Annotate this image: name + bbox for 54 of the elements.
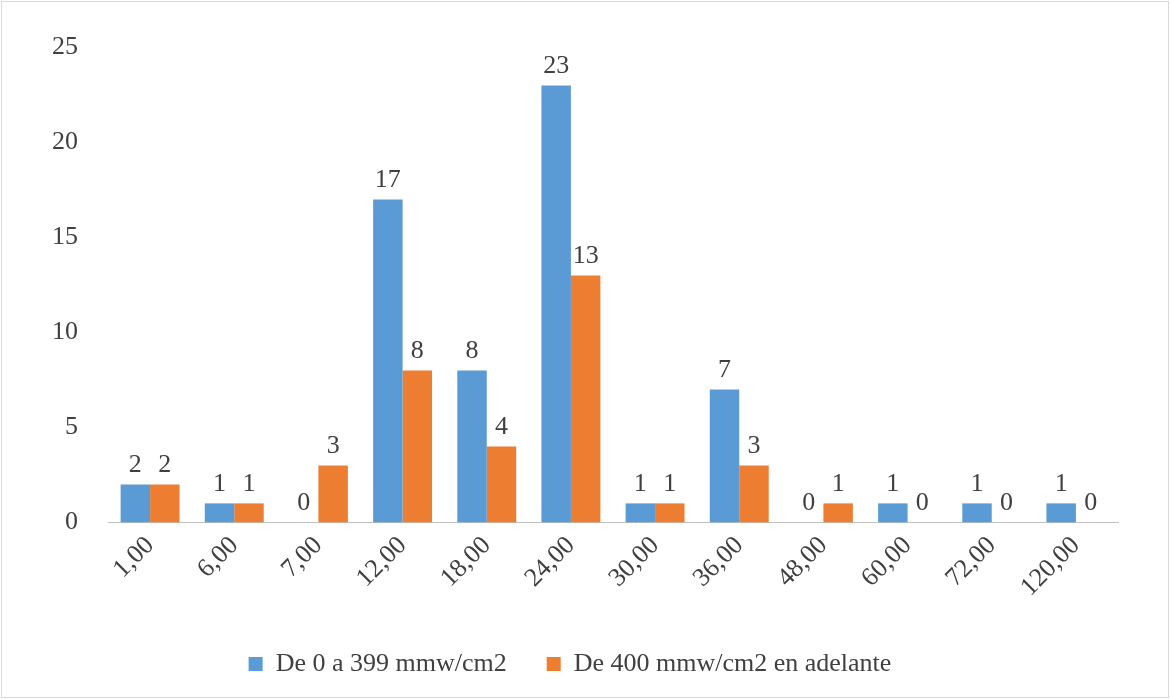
bar — [120, 484, 151, 523]
data-label: 7 — [718, 354, 732, 384]
bar — [402, 370, 433, 523]
bar — [739, 465, 769, 523]
data-label: 1 — [886, 468, 900, 498]
y-tick-label: 20 — [52, 126, 78, 156]
bar — [541, 85, 571, 523]
data-label: 3 — [326, 430, 340, 460]
data-label: 3 — [747, 430, 761, 460]
data-label: 8 — [465, 335, 479, 365]
data-label: 23 — [543, 50, 570, 80]
bar — [486, 446, 517, 523]
data-label: 2 — [158, 449, 172, 479]
x-tick-label: 6,00 — [190, 529, 244, 583]
data-label: 1 — [213, 468, 227, 498]
data-label: 0 — [915, 487, 929, 517]
data-label: 13 — [572, 240, 599, 270]
y-tick-label: 0 — [65, 506, 78, 536]
bar — [570, 275, 601, 523]
data-label: 0 — [1084, 487, 1098, 517]
data-label: 8 — [410, 335, 424, 365]
bar — [318, 465, 348, 523]
data-label: 1 — [663, 468, 677, 498]
data-label: 1 — [633, 468, 647, 498]
legend-label: De 0 a 399 mmw/cm2 — [275, 647, 507, 677]
bar — [204, 503, 235, 523]
y-tick-label: 25 — [52, 31, 78, 61]
data-label: 0 — [297, 487, 311, 517]
bar — [655, 503, 685, 523]
data-label: 1 — [831, 468, 845, 498]
bar — [373, 199, 403, 523]
data-label: 2 — [128, 449, 142, 479]
data-label: 4 — [494, 411, 508, 441]
bar — [625, 503, 656, 523]
x-tick-label: 7,00 — [274, 529, 328, 583]
y-tick-label: 10 — [52, 316, 78, 346]
bar — [234, 503, 264, 523]
bar — [1046, 503, 1076, 523]
x-tick-label: 1,00 — [106, 529, 160, 583]
y-tick-label: 15 — [52, 221, 78, 251]
data-label: 1 — [970, 468, 984, 498]
y-tick-label: 5 — [65, 411, 78, 441]
data-label: 1 — [1054, 468, 1068, 498]
bar — [962, 503, 992, 523]
data-label: 1 — [242, 468, 256, 498]
legend-label: De 400 mmw/cm2 en adelante — [573, 647, 892, 677]
bar — [823, 503, 853, 523]
data-label: 17 — [374, 164, 401, 194]
data-label: 0 — [999, 487, 1013, 517]
data-label: 0 — [802, 487, 816, 517]
bar — [878, 503, 908, 523]
bar — [709, 389, 740, 523]
bar — [150, 484, 180, 523]
bar — [457, 370, 487, 523]
